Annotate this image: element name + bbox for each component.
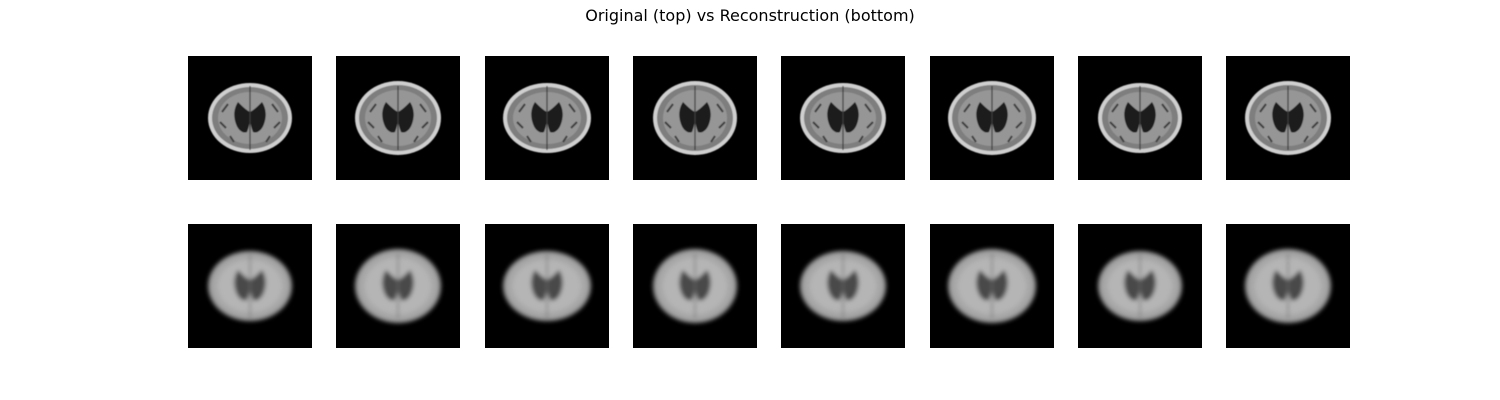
reconstruction-image-7 [1078, 224, 1202, 348]
image-grid [188, 56, 1350, 348]
brain-slice-reconstruction-7 [1098, 251, 1182, 321]
reconstruction-image-3 [485, 224, 609, 348]
brain-slice-reconstruction-2 [355, 249, 441, 323]
brain-slice-reconstruction-1 [208, 251, 292, 321]
original-image-8 [1226, 56, 1350, 180]
brain-slice-original-5 [800, 83, 886, 153]
original-row [188, 56, 1350, 180]
brain-slice-original-4 [653, 81, 737, 155]
brain-slice-reconstruction-4 [653, 249, 737, 323]
brain-slice-original-7 [1098, 83, 1182, 153]
original-image-6 [930, 56, 1054, 180]
reconstruction-image-1 [188, 224, 312, 348]
reconstruction-image-8 [1226, 224, 1350, 348]
reconstruction-image-2 [336, 224, 460, 348]
brain-slice-original-2 [355, 81, 441, 155]
brain-slice-reconstruction-3 [503, 251, 591, 321]
original-image-3 [485, 56, 609, 180]
original-image-2 [336, 56, 460, 180]
original-image-1 [188, 56, 312, 180]
reconstruction-image-4 [633, 224, 757, 348]
brain-slice-original-6 [948, 81, 1036, 155]
original-image-7 [1078, 56, 1202, 180]
original-image-5 [781, 56, 905, 180]
reconstruction-image-6 [930, 224, 1054, 348]
reconstruction-image-5 [781, 224, 905, 348]
brain-slice-reconstruction-5 [800, 251, 886, 321]
original-image-4 [633, 56, 757, 180]
brain-slice-original-8 [1245, 81, 1331, 155]
brain-slice-reconstruction-8 [1245, 249, 1331, 323]
brain-slice-original-1 [208, 83, 292, 153]
brain-slice-reconstruction-6 [948, 249, 1036, 323]
reconstruction-row [188, 224, 1350, 348]
figure-title: Original (top) vs Reconstruction (bottom… [585, 6, 915, 25]
brain-slice-original-3 [503, 83, 591, 153]
